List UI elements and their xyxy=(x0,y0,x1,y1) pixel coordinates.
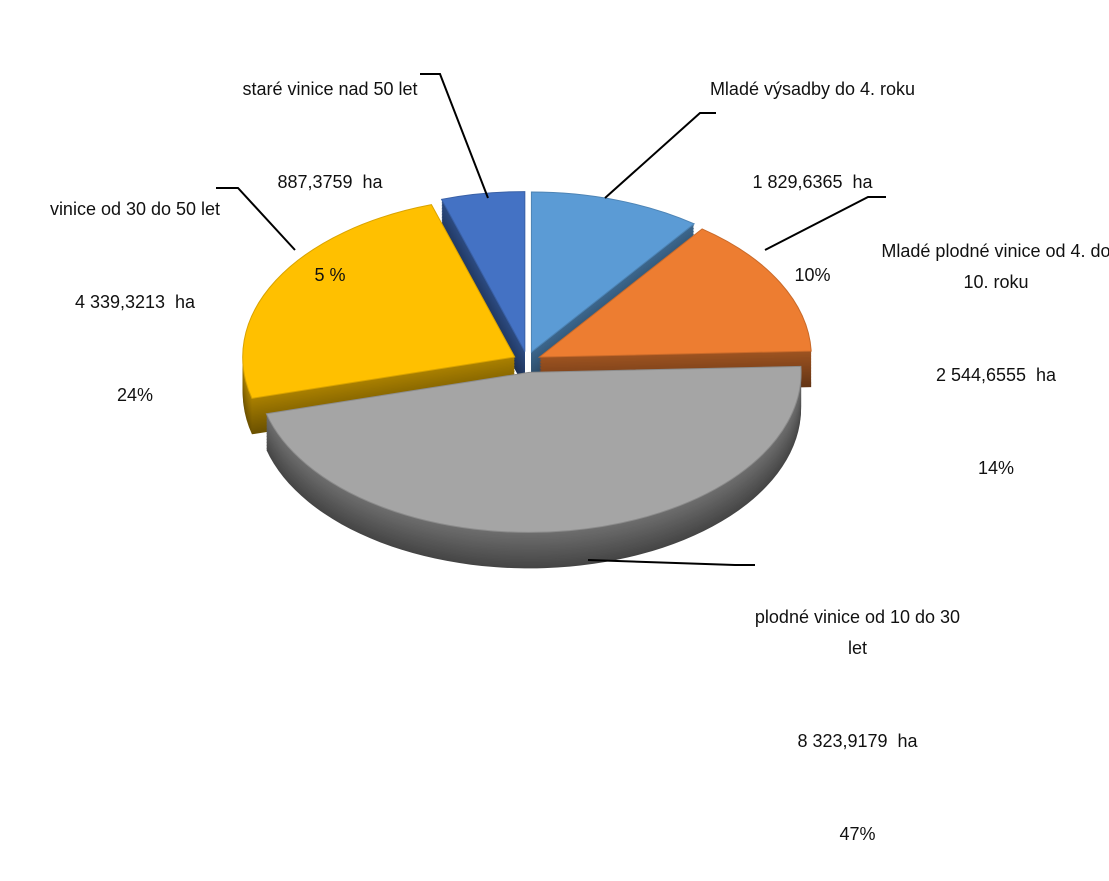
slice-top xyxy=(265,365,802,533)
percent-label: 10% xyxy=(794,265,831,285)
category-label: Mladé výsadby do 4. roku xyxy=(709,79,916,99)
data-label: plodné vinice od 10 do 30 let 8 323,9179… xyxy=(745,540,970,881)
value-label: 2 544,6555 ha xyxy=(935,365,1057,385)
category-label: vinice od 30 do 50 let xyxy=(49,199,221,219)
chart xyxy=(216,73,886,569)
slice-top xyxy=(242,204,516,399)
data-label: Mladé plodné vinice od 4. do 10. roku 2 … xyxy=(876,174,1109,515)
value-label: 887,3759 ha xyxy=(277,172,383,192)
leader-line xyxy=(604,112,716,199)
page: {"chart_data": {"type": "pie3d", "catego… xyxy=(5,12,1109,844)
pie xyxy=(242,191,812,569)
category-label: plodné vinice od 10 do 30 let xyxy=(754,607,966,658)
percent-label: 47% xyxy=(839,824,876,844)
pie-slice xyxy=(537,228,812,394)
value-label: 1 829,6365 ha xyxy=(752,172,873,192)
leader-line xyxy=(587,559,755,566)
data-label: Mladé výsadby do 4. roku 1 829,6365 ha 1… xyxy=(700,12,925,322)
leader-line xyxy=(216,187,296,251)
slice-top xyxy=(537,228,812,358)
data-label: vinice od 30 do 50 let 4 339,3213 ha 24% xyxy=(5,132,265,442)
percent-label: 14% xyxy=(977,458,1015,478)
percent-label: 5 % xyxy=(314,265,346,285)
slice-top xyxy=(440,191,526,352)
leader-line xyxy=(420,73,489,199)
value-label: 8 323,9179 ha xyxy=(797,731,918,751)
category-label: staré vinice nad 50 let xyxy=(242,79,418,99)
data-label: staré vinice nad 50 let 887,3759 ha 5 % xyxy=(190,12,470,322)
value-label: 4 339,3213 ha xyxy=(74,292,196,312)
category-label: Mladé plodné vinice od 4. do 10. roku xyxy=(881,241,1109,292)
leader-line xyxy=(764,196,886,251)
pie-slice xyxy=(265,365,802,569)
slice-top xyxy=(530,191,696,354)
percent-label: 24% xyxy=(116,385,154,405)
